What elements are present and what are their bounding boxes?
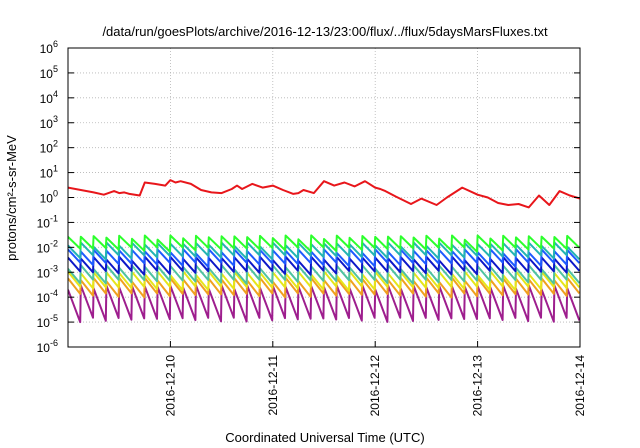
y-tick-label: 101	[40, 164, 58, 181]
chart-title: /data/run/goesPlots/archive/2016-12-13/2…	[102, 24, 548, 39]
y-tick-label: 106	[40, 39, 58, 56]
series-line	[68, 179, 580, 209]
y-axis-label: protons/cm²-s-sr-MeV	[4, 135, 19, 261]
y-tick-label: 104	[40, 89, 58, 106]
y-tick-label: 102	[40, 139, 58, 156]
x-tick-label: 2016-12-10	[163, 355, 177, 417]
x-axis-label: Coordinated Universal Time (UTC)	[225, 430, 424, 445]
y-tick-label: 105	[40, 64, 58, 81]
y-tick-label: 10-4	[37, 288, 58, 305]
x-tick-label: 2016-12-12	[368, 355, 382, 417]
y-tick-label: 10-6	[37, 338, 58, 355]
x-axis-ticks: 2016-12-10 2016-12-11 2016-12-12 2016-12-13…	[163, 341, 587, 416]
y-tick-label: 10-2	[37, 238, 58, 255]
x-tick-label: 2016-12-13	[471, 355, 485, 417]
y-tick-label: 103	[40, 114, 58, 131]
x-tick-label: 2016-12-14	[573, 355, 587, 417]
y-tick-label: 10-5	[37, 313, 58, 330]
series-line	[68, 234, 580, 253]
y-tick-label: 100	[40, 189, 58, 206]
y-tick-label: 10-3	[37, 263, 58, 280]
series-group	[68, 179, 580, 324]
x-tick-label: 2016-12-11	[266, 355, 280, 416]
y-axis-ticks: 106 105 104 103 102 101 100 10-1 10-2 10-3 10-4 10-…	[37, 39, 580, 355]
y-tick-label: 10-1	[37, 213, 58, 230]
